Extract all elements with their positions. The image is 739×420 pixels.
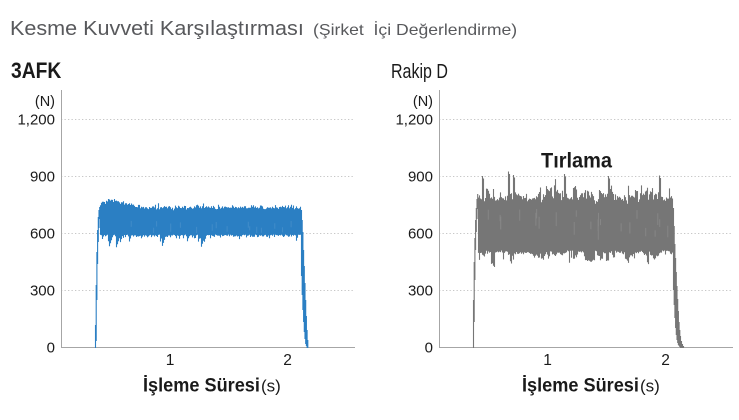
svg-text:3AFK: 3AFK xyxy=(11,59,61,83)
svg-text:300: 300 xyxy=(408,283,433,300)
svg-text:0: 0 xyxy=(425,340,433,357)
svg-text:300: 300 xyxy=(30,283,55,300)
svg-text:2: 2 xyxy=(283,352,292,369)
svg-text:900: 900 xyxy=(408,169,433,186)
svg-text:900: 900 xyxy=(30,169,55,186)
svg-text:(N): (N) xyxy=(413,94,433,110)
svg-text:600: 600 xyxy=(408,226,433,243)
svg-text:(Şirket İçi Değerlendirme): (Şirket İçi Değerlendirme) xyxy=(313,21,517,39)
svg-text:(N): (N) xyxy=(35,94,55,110)
svg-text:İşleme Süresi: İşleme Süresi xyxy=(522,374,639,395)
svg-text:600: 600 xyxy=(30,226,55,243)
svg-text:Tırlama: Tırlama xyxy=(541,149,613,173)
svg-text:0: 0 xyxy=(47,340,55,357)
svg-text:(s): (s) xyxy=(261,377,281,396)
svg-text:1,200: 1,200 xyxy=(17,112,55,129)
svg-text:1: 1 xyxy=(166,352,175,369)
svg-text:(s): (s) xyxy=(640,377,660,396)
svg-text:1: 1 xyxy=(543,352,552,369)
svg-text:İşleme Süresi: İşleme Süresi xyxy=(143,374,260,395)
svg-text:2: 2 xyxy=(661,352,670,369)
svg-text:Kesme Kuvveti Karşılaştırması: Kesme Kuvveti Karşılaştırması xyxy=(10,18,304,40)
svg-text:Rakip D: Rakip D xyxy=(391,60,448,82)
svg-text:1,200: 1,200 xyxy=(395,112,433,129)
